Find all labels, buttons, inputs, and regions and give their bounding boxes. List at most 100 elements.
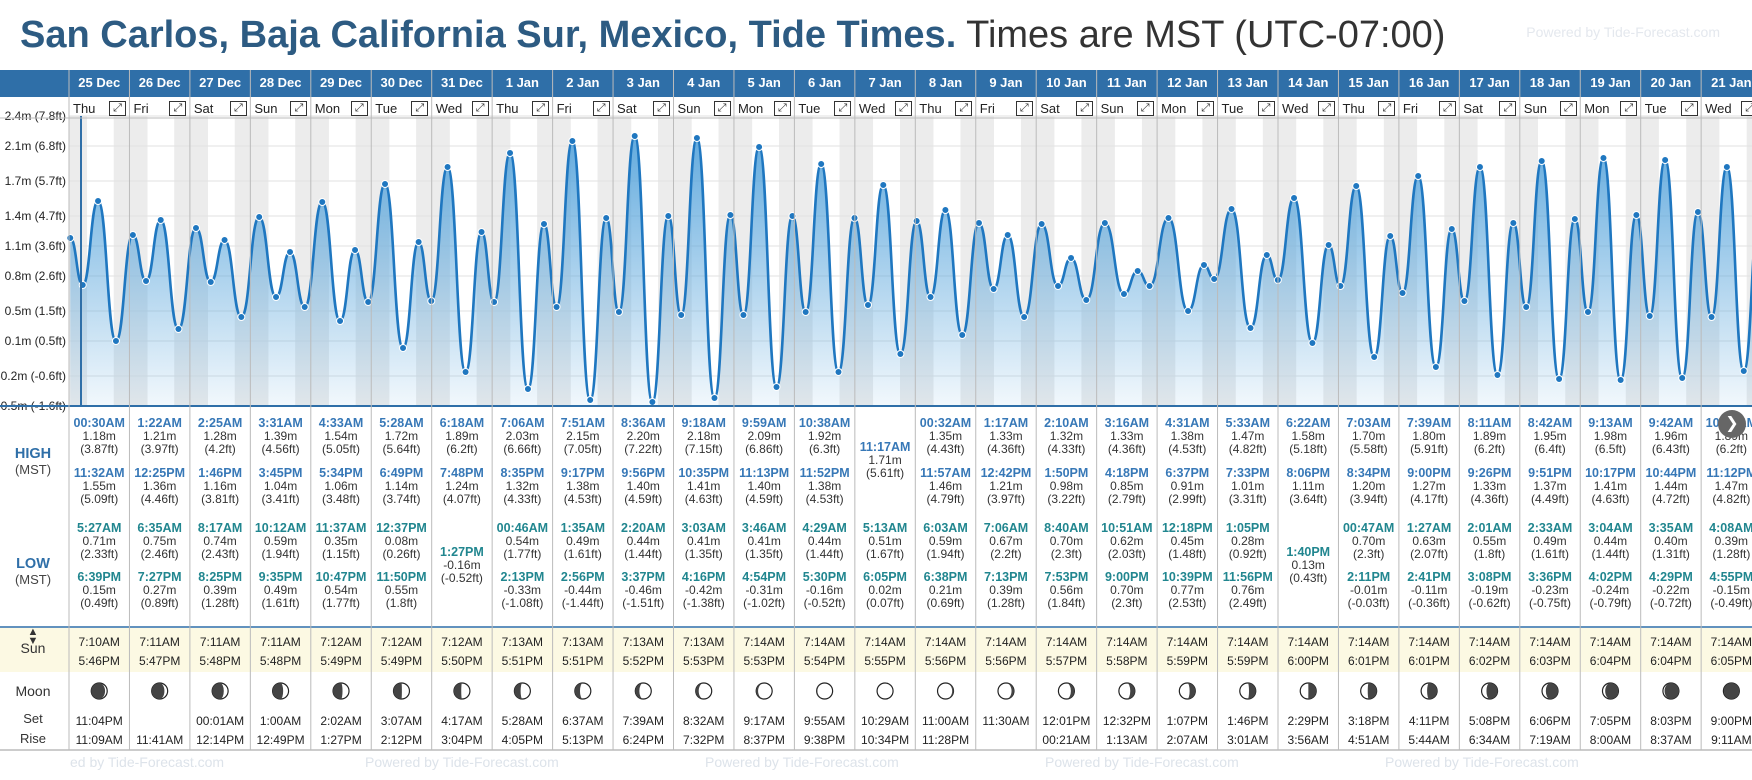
low-label: LOW [16,556,50,572]
tide-time: 9:00PM [1104,570,1149,584]
low-tide-cell: 11:37AM 0.35m (1.15ft) [311,522,371,561]
tide-height: 2.09m [747,429,781,443]
tide-point [156,216,165,224]
expand-icon[interactable]: ⤢ [773,101,791,116]
tide-point [318,198,327,206]
tide-time: 7:39AM [1406,416,1452,430]
tide-height: 0.59m [928,534,963,548]
expand-icon[interactable]: ⤢ [471,101,489,116]
tide-time: 2:10AM [1044,416,1089,430]
expand-icon[interactable]: ⤢ [290,101,308,116]
powered-by-bottom-5[interactable]: Powered by Tide-Forecast.com [1385,754,1579,770]
expand-icon[interactable]: ⤢ [955,101,973,116]
low-tide-cell: 6:38PM 0.21m (0.69ft) [915,571,975,610]
tide-height-ft: (5.18ft) [1289,442,1328,456]
powered-by-bottom-3[interactable]: Powered by Tide-Forecast.com [705,754,899,770]
expand-icon[interactable]: ⤢ [834,101,852,116]
expand-icon[interactable]: ⤢ [1257,101,1275,116]
sunrise-time: 7:14AM [1166,635,1208,649]
expand-icon[interactable]: ⤢ [1559,101,1577,116]
tide-time: 10:17PM [1585,466,1636,480]
tide-height-ft: (4.72ft) [1651,492,1690,506]
expand-icon[interactable]: ⤢ [532,101,550,116]
powered-by-bottom-2[interactable]: Powered by Tide-Forecast.com [365,754,559,770]
tide-height: 1.33m [1110,429,1144,443]
y-tick-label: 1.7m (5.7ft) [5,174,66,188]
expand-icon[interactable]: ⤢ [1741,101,1752,116]
expand-icon[interactable]: ⤢ [1620,101,1638,116]
tide-height-ft: (2.3ft) [1111,596,1143,610]
sunrise-time: 7:14AM [1408,635,1450,649]
expand-icon[interactable]: ⤢ [1076,101,1094,116]
tide-time: 6:39PM [77,570,122,584]
tide-point [286,248,295,256]
powered-by-bottom-1[interactable]: ed by Tide-Forecast.com [70,754,225,770]
tide-time: 11:37AM [315,521,367,535]
tide-height: 2.15m [566,429,600,443]
sunrise-time: 7:14AM [924,635,967,649]
tide-point [461,368,470,376]
scroll-right-button[interactable]: ❯ [1718,410,1746,438]
tide-point [1145,282,1154,290]
high-tide-cell: 8:06PM 1.11m (3.64ft) [1278,467,1338,506]
expand-icon[interactable]: ⤢ [713,101,731,116]
tide-height: 0.15m [82,583,116,597]
date-label: 25 Dec [78,75,121,90]
tide-time: 12:18PM [1161,521,1213,535]
tide-height-ft: (2.2ft) [990,547,1022,561]
tide-height-ft: (3.97ft) [140,442,179,456]
expand-icon[interactable]: ⤢ [1438,101,1456,116]
tide-point [506,149,515,157]
expand-icon[interactable]: ⤢ [109,101,126,116]
expand-icon[interactable]: ⤢ [1378,101,1396,116]
tide-height-ft: (2.3ft) [1050,547,1083,561]
tide-point [926,293,935,301]
low-tide-cell: 4:54PM -0.31m (-1.02ft) [734,571,794,610]
expand-icon[interactable]: ⤢ [1015,101,1033,116]
moonrise-time: 11:28PM [921,733,970,747]
expand-icon[interactable]: ⤢ [1680,101,1698,116]
moonrise-time: 6:24PM [622,733,664,747]
tide-time: 11:12PM [1706,466,1752,480]
expand-icon[interactable]: ⤢ [894,101,912,116]
tide-point [1262,251,1271,259]
expand-icon[interactable]: ⤢ [653,101,671,116]
tide-height: 0.55m [1472,534,1507,548]
expand-icon[interactable]: ⤢ [592,101,610,116]
tide-height-ft: (3.64ft) [1289,492,1328,506]
tide-height-ft: (0.07ft) [866,596,905,610]
expand-icon[interactable]: ⤢ [1499,101,1517,116]
expand-icon[interactable]: ⤢ [411,101,429,116]
expand-icon[interactable]: ⤢ [229,101,247,116]
tide-height-ft: (1.28ft) [986,596,1025,610]
low-tide-cell: 1:27AM 0.63m (2.07ft) [1399,522,1459,561]
high-tide-cell: 10:17PM 1.41m (4.63ft) [1580,467,1640,506]
tide-point [1661,156,1670,164]
moonset-time: 7:39AM [622,714,664,728]
high-tide-cell: 11:12PM 1.47m (4.82ft) [1701,467,1752,506]
tide-height-ft: (1.8ft) [385,596,418,610]
expand-icon[interactable]: ⤢ [1318,101,1335,116]
tide-time: 12:37PM [376,521,427,535]
sun-arrows-icon: ▲ ▼ [27,626,39,647]
moonrise-time: 4:51AM [1347,733,1390,747]
expand-icon[interactable]: ⤢ [1136,101,1154,116]
powered-by-top[interactable]: Powered by Tide-Forecast.com [1526,24,1720,40]
expand-icon[interactable]: ⤢ [350,101,368,116]
tide-height: 1.39m [263,429,298,443]
moonrise-time: 7:32PM [683,733,725,747]
tide-point [1370,353,1379,361]
tide-height: 0.74m [203,534,237,548]
set-row-label: Set [23,711,43,726]
date-label: 2 Jan [566,75,600,90]
tide-time: 2:33AM [1527,521,1573,535]
high-tide-cell: 7:33PM 1.01m (3.31ft) [1218,467,1278,506]
expand-icon[interactable]: ⤢ [1197,101,1215,116]
expand-icon[interactable]: ⤢ [169,101,187,116]
low-label-sub: (MST) [14,572,52,587]
moon-shadow [945,683,954,699]
tide-time: 11:17AM [859,440,911,454]
low-tide-cell: 4:55PM -0.15m (-0.49ft) [1701,571,1752,610]
powered-by-bottom-4[interactable]: Powered by Tide-Forecast.com [1045,754,1239,770]
tide-height-ft: (4.59ft) [745,492,784,506]
